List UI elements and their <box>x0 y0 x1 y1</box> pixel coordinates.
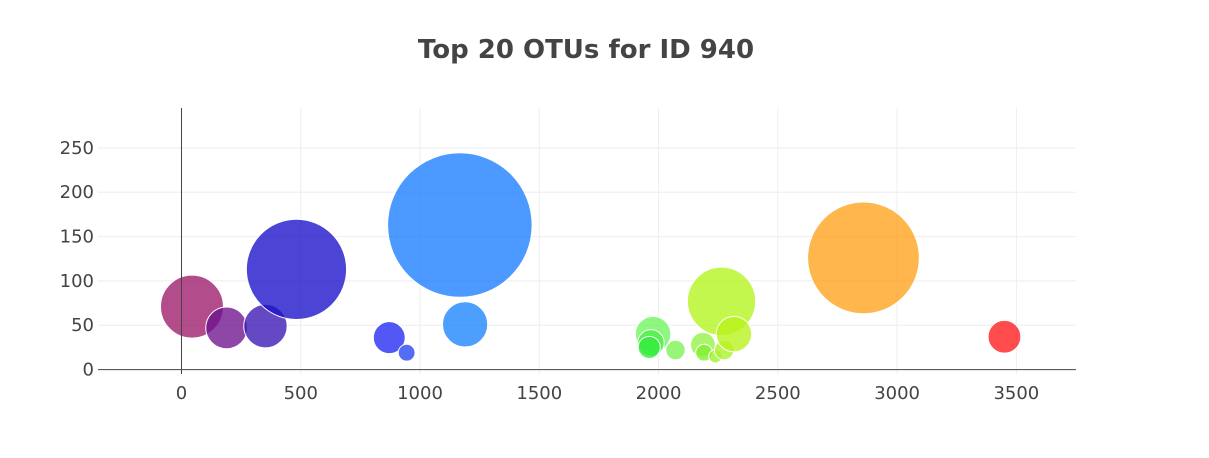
y-tick-label: 250 <box>60 138 94 159</box>
data-bubble <box>637 335 661 359</box>
data-bubble <box>665 339 686 361</box>
x-tick-label: 1500 <box>516 383 562 404</box>
data-bubble <box>387 152 533 298</box>
tick-layer: 0 500 1000 1500 2000 2500 3000 3500 0 50 100 150 200… <box>60 138 1040 404</box>
x-tick-label: 3500 <box>993 383 1039 404</box>
data-bubble <box>441 301 489 348</box>
data-bubble <box>205 306 248 350</box>
data-bubble <box>987 319 1022 354</box>
data-bubble <box>245 218 348 320</box>
x-tick-label: 2000 <box>636 383 682 404</box>
y-tick-label: 0 <box>83 360 94 381</box>
x-tick-label: 500 <box>284 383 318 404</box>
data-bubble <box>397 343 416 362</box>
y-tick-label: 50 <box>71 315 94 336</box>
x-tick-label: 1000 <box>397 383 443 404</box>
data-bubble <box>715 315 753 353</box>
x-tick-label: 2500 <box>755 383 801 404</box>
x-tick-label: 3000 <box>874 383 920 404</box>
y-tick-label: 100 <box>60 271 94 292</box>
y-tick-label: 200 <box>60 182 94 203</box>
axis-layer <box>98 108 1076 374</box>
data-bubble <box>807 201 920 315</box>
y-tick-label: 150 <box>60 227 94 248</box>
bubble-layer <box>160 152 1022 364</box>
data-bubble <box>372 321 406 355</box>
x-tick-label: 0 <box>176 383 187 404</box>
chart-title: Top 20 OTUs for ID 940 <box>418 35 754 65</box>
